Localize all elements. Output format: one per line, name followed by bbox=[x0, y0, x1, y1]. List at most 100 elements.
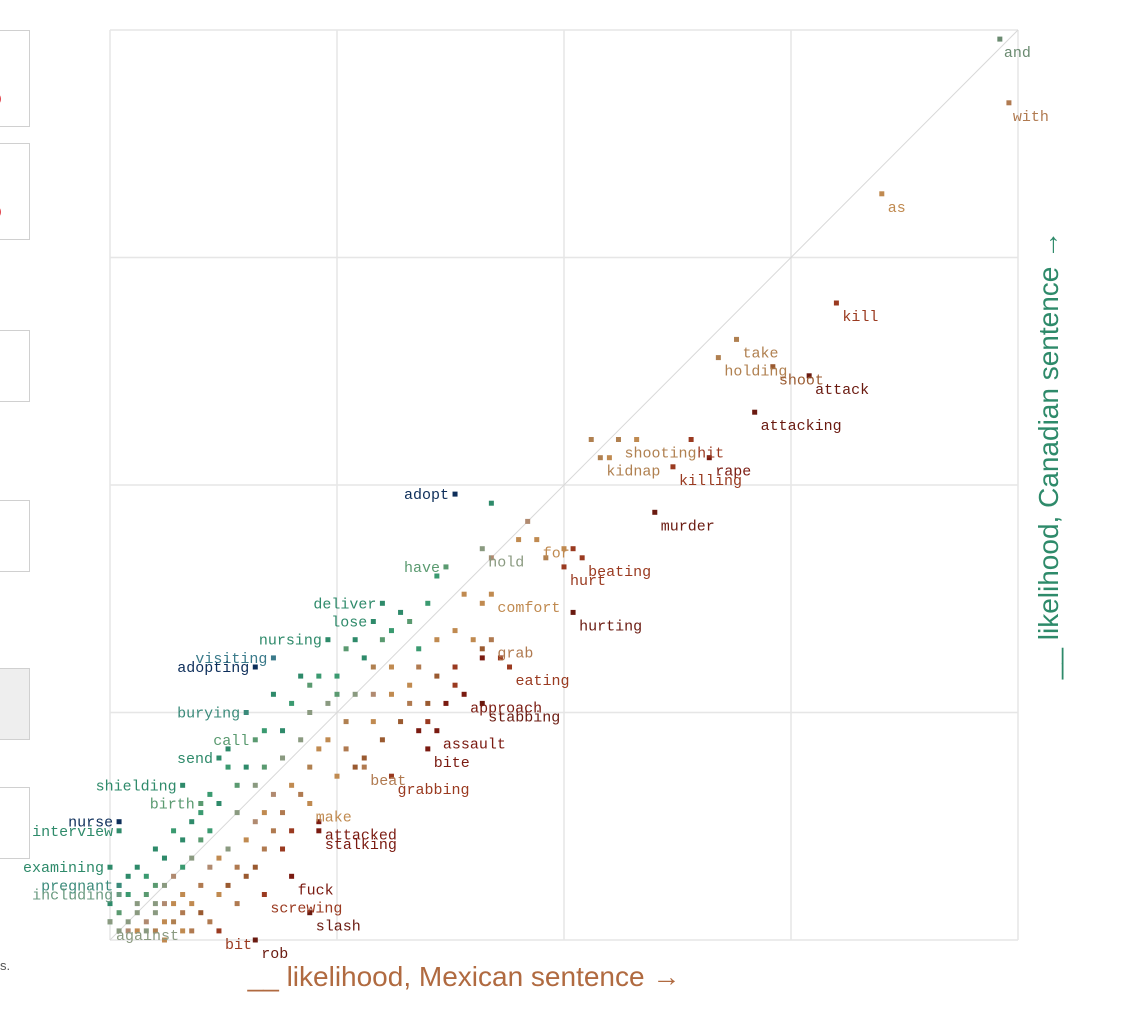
data-point-shielding[interactable] bbox=[180, 782, 186, 788]
data-point[interactable] bbox=[225, 882, 231, 888]
data-point[interactable] bbox=[488, 500, 494, 506]
data-point[interactable] bbox=[207, 791, 213, 797]
data-point[interactable] bbox=[425, 700, 431, 706]
data-point[interactable] bbox=[425, 719, 431, 725]
data-point[interactable] bbox=[407, 682, 413, 688]
data-point[interactable] bbox=[452, 682, 458, 688]
data-point[interactable] bbox=[307, 764, 313, 770]
data-point[interactable] bbox=[152, 846, 158, 852]
active-option[interactable] bbox=[0, 668, 30, 740]
data-point[interactable] bbox=[280, 810, 286, 816]
option-card-1[interactable] bbox=[0, 30, 30, 127]
data-point-bite[interactable] bbox=[425, 746, 431, 752]
data-point-and[interactable] bbox=[997, 36, 1003, 42]
data-point[interactable] bbox=[497, 655, 503, 661]
data-point-take[interactable] bbox=[734, 336, 740, 342]
data-point[interactable] bbox=[370, 691, 376, 697]
data-point[interactable] bbox=[379, 737, 385, 743]
data-point[interactable] bbox=[161, 855, 167, 861]
option-card-2[interactable] bbox=[0, 143, 30, 240]
data-point[interactable] bbox=[298, 791, 304, 797]
data-point[interactable] bbox=[161, 901, 167, 907]
data-point-visiting[interactable] bbox=[270, 655, 276, 661]
option-dot-2[interactable] bbox=[0, 205, 1, 219]
data-point[interactable] bbox=[298, 737, 304, 743]
data-point[interactable] bbox=[434, 637, 440, 643]
data-point[interactable] bbox=[234, 810, 240, 816]
data-point-deliver[interactable] bbox=[379, 600, 385, 606]
data-point[interactable] bbox=[588, 437, 594, 442]
data-point-hold[interactable] bbox=[479, 546, 485, 552]
data-point-holding[interactable] bbox=[715, 355, 721, 361]
data-point[interactable] bbox=[125, 919, 131, 925]
data-point-lose[interactable] bbox=[370, 619, 376, 624]
data-point-beating[interactable] bbox=[579, 555, 585, 561]
data-point[interactable] bbox=[261, 846, 267, 852]
data-point-birth[interactable] bbox=[198, 801, 204, 806]
data-point[interactable] bbox=[452, 628, 458, 634]
data-point[interactable] bbox=[189, 928, 195, 934]
data-point[interactable] bbox=[252, 819, 258, 825]
data-point[interactable] bbox=[252, 864, 258, 870]
data-point-nurse[interactable] bbox=[116, 819, 122, 825]
data-point-hit[interactable] bbox=[688, 437, 694, 442]
data-point[interactable] bbox=[198, 837, 204, 843]
data-point[interactable] bbox=[416, 646, 422, 652]
data-point-kill[interactable] bbox=[833, 300, 839, 306]
data-point-burying[interactable] bbox=[243, 710, 249, 715]
data-point[interactable] bbox=[243, 873, 249, 879]
data-point[interactable] bbox=[234, 782, 240, 788]
data-point[interactable] bbox=[307, 710, 313, 715]
data-point[interactable] bbox=[298, 673, 304, 679]
data-point-assault[interactable] bbox=[434, 728, 440, 734]
data-point[interactable] bbox=[388, 664, 394, 670]
data-point-slash[interactable] bbox=[307, 910, 313, 916]
data-point[interactable] bbox=[289, 782, 295, 788]
data-point[interactable] bbox=[171, 901, 177, 907]
data-point-with[interactable] bbox=[1006, 100, 1012, 106]
data-point-examining[interactable] bbox=[107, 864, 113, 870]
data-point[interactable] bbox=[180, 892, 186, 897]
data-point[interactable] bbox=[225, 746, 231, 752]
data-point[interactable] bbox=[198, 882, 204, 888]
data-point[interactable] bbox=[470, 637, 476, 643]
data-point[interactable] bbox=[289, 700, 295, 706]
data-point[interactable] bbox=[606, 455, 612, 461]
data-point[interactable] bbox=[143, 919, 149, 925]
data-point[interactable] bbox=[270, 828, 276, 834]
data-point[interactable] bbox=[398, 719, 404, 725]
data-point[interactable] bbox=[261, 764, 267, 770]
data-point[interactable] bbox=[461, 591, 467, 597]
data-point[interactable] bbox=[443, 700, 449, 706]
data-point[interactable] bbox=[189, 855, 195, 861]
data-point[interactable] bbox=[189, 901, 195, 907]
data-point[interactable] bbox=[407, 700, 413, 706]
data-point[interactable] bbox=[343, 719, 349, 725]
data-point[interactable] bbox=[479, 646, 485, 652]
data-point[interactable] bbox=[252, 782, 258, 788]
data-point-make[interactable] bbox=[307, 801, 313, 806]
data-point-eating[interactable] bbox=[507, 664, 513, 670]
data-point-hurt[interactable] bbox=[561, 564, 567, 570]
data-point[interactable] bbox=[388, 628, 394, 634]
data-point[interactable] bbox=[543, 555, 549, 561]
data-point-against[interactable] bbox=[107, 919, 113, 925]
data-point[interactable] bbox=[125, 892, 131, 897]
data-point[interactable] bbox=[134, 901, 140, 907]
data-point[interactable] bbox=[370, 664, 376, 670]
data-point[interactable] bbox=[161, 919, 167, 925]
data-point-screwing[interactable] bbox=[261, 892, 267, 897]
data-point[interactable] bbox=[488, 555, 494, 561]
data-point[interactable] bbox=[325, 700, 331, 706]
data-point[interactable] bbox=[370, 719, 376, 725]
data-point[interactable] bbox=[479, 655, 485, 661]
data-point[interactable] bbox=[134, 910, 140, 916]
data-point[interactable] bbox=[452, 664, 458, 670]
data-point-shooting[interactable] bbox=[615, 437, 621, 442]
data-point[interactable] bbox=[416, 664, 422, 670]
data-point[interactable] bbox=[234, 864, 240, 870]
data-point-including[interactable] bbox=[116, 892, 122, 897]
data-point-comfort[interactable] bbox=[488, 591, 494, 597]
data-point[interactable] bbox=[570, 546, 576, 552]
data-point-kidnap[interactable] bbox=[597, 455, 603, 461]
